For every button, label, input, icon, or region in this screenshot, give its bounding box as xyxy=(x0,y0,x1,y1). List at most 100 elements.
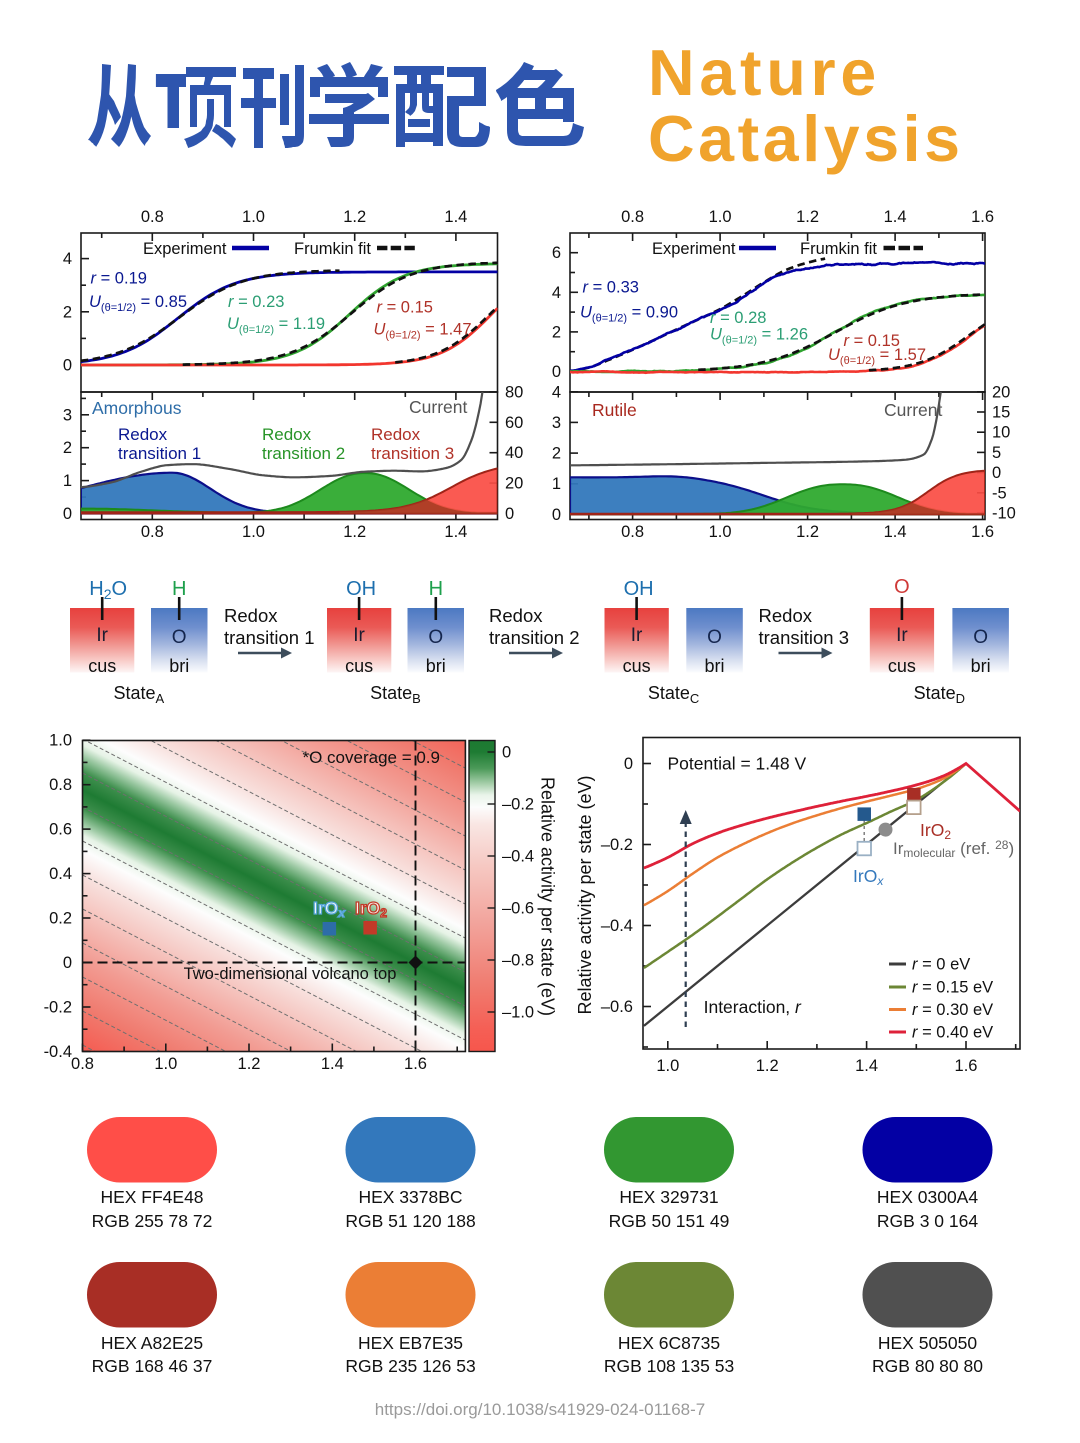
svg-text:r = 0.23: r = 0.23 xyxy=(228,293,284,311)
svg-text:cus: cus xyxy=(623,656,651,676)
svg-text:Ir: Ir xyxy=(896,625,908,646)
svg-text:–0.4: –0.4 xyxy=(502,848,534,866)
svg-text:Catalysis: Catalysis xyxy=(648,103,964,175)
svg-text:Redox: Redox xyxy=(489,605,543,626)
svg-text:1.4: 1.4 xyxy=(884,523,907,541)
svg-text:O: O xyxy=(428,627,443,648)
svg-text:r = 0.15 eV: r = 0.15 eV xyxy=(912,979,993,997)
svg-text:Experiment: Experiment xyxy=(143,240,227,258)
svg-text:transition 2: transition 2 xyxy=(262,444,345,463)
svg-text:1.4: 1.4 xyxy=(444,523,467,541)
svg-text:RGB 235 126 53: RGB 235 126 53 xyxy=(345,1356,475,1376)
svg-text:r = 0.28: r = 0.28 xyxy=(710,309,766,327)
svg-text:RGB 255 78 72: RGB 255 78 72 xyxy=(92,1211,213,1231)
svg-text:1.2: 1.2 xyxy=(796,208,819,226)
svg-text:O: O xyxy=(973,627,988,648)
svg-text:Relative activity per state (e: Relative activity per state (eV) xyxy=(538,777,558,1016)
svg-text:1.0: 1.0 xyxy=(242,208,265,226)
svg-text:Amorphous: Amorphous xyxy=(92,398,182,418)
svg-text:Redox: Redox xyxy=(262,425,312,444)
svg-text:transition 3: transition 3 xyxy=(371,444,454,463)
svg-text:*O coverage = 0.9: *O coverage = 0.9 xyxy=(302,748,440,767)
svg-text:bri: bri xyxy=(426,656,446,676)
svg-text:IrOx: IrOx xyxy=(853,866,884,888)
svg-text:HEX A82E25: HEX A82E25 xyxy=(101,1333,203,1353)
svg-text:https://doi.org/10.1038/s41929: https://doi.org/10.1038/s41929-024-01168… xyxy=(375,1400,706,1419)
svg-text:1: 1 xyxy=(552,475,561,493)
svg-text:r = 0.33: r = 0.33 xyxy=(583,279,639,297)
svg-text:0: 0 xyxy=(624,755,633,773)
svg-text:U(θ=1/2) = 1.26: U(θ=1/2) = 1.26 xyxy=(710,326,808,347)
svg-text:3: 3 xyxy=(552,414,561,432)
svg-text:0: 0 xyxy=(63,505,72,523)
svg-text:–0.8: –0.8 xyxy=(502,952,534,970)
svg-text:1.0: 1.0 xyxy=(656,1057,679,1075)
svg-text:cus: cus xyxy=(888,656,916,676)
svg-text:-0.4: -0.4 xyxy=(44,1043,72,1061)
svg-text:1.4: 1.4 xyxy=(855,1057,878,1075)
svg-text:StateA: StateA xyxy=(113,683,164,706)
svg-text:U(θ=1/2) = 1.47: U(θ=1/2) = 1.47 xyxy=(374,321,472,342)
svg-text:O: O xyxy=(707,627,722,648)
svg-text:0.8: 0.8 xyxy=(49,776,72,794)
svg-text:10: 10 xyxy=(992,424,1010,442)
svg-text:1: 1 xyxy=(63,472,72,490)
svg-text:StateD: StateD xyxy=(914,683,965,706)
svg-text:1.2: 1.2 xyxy=(756,1057,779,1075)
svg-text:-5: -5 xyxy=(992,484,1007,502)
svg-text:2: 2 xyxy=(552,445,561,463)
svg-text:1.6: 1.6 xyxy=(971,523,994,541)
svg-text:0.8: 0.8 xyxy=(621,208,644,226)
svg-text:0.8: 0.8 xyxy=(621,523,644,541)
svg-text:1.4: 1.4 xyxy=(444,208,467,226)
svg-text:Two-dimensional volcano top: Two-dimensional volcano top xyxy=(184,965,397,983)
svg-text:0.2: 0.2 xyxy=(49,910,72,928)
svg-text:0: 0 xyxy=(552,506,561,524)
svg-text:U(θ=1/2) = 0.85: U(θ=1/2) = 0.85 xyxy=(89,293,187,314)
svg-text:1.0: 1.0 xyxy=(49,732,72,750)
svg-text:-10: -10 xyxy=(992,505,1016,523)
svg-text:1.6: 1.6 xyxy=(955,1057,978,1075)
svg-text:0.6: 0.6 xyxy=(49,821,72,839)
svg-text:Ir: Ir xyxy=(96,625,108,646)
svg-text:transition 3: transition 3 xyxy=(759,627,850,648)
svg-text:r = 0.19: r = 0.19 xyxy=(91,270,147,288)
svg-text:0: 0 xyxy=(552,363,561,381)
svg-text:Redox: Redox xyxy=(118,425,168,444)
svg-text:O: O xyxy=(894,576,910,598)
svg-text:1.6: 1.6 xyxy=(404,1055,427,1073)
svg-text:OH: OH xyxy=(624,578,654,600)
svg-text:IrO2: IrO2 xyxy=(920,820,951,842)
svg-text:OH: OH xyxy=(346,578,376,600)
svg-text:1.4: 1.4 xyxy=(884,208,907,226)
svg-text:2: 2 xyxy=(63,303,72,321)
svg-text:transition 2: transition 2 xyxy=(489,627,580,648)
svg-text:1.0: 1.0 xyxy=(154,1055,177,1073)
svg-text:-0.2: -0.2 xyxy=(44,999,72,1017)
svg-text:Current: Current xyxy=(884,400,942,420)
svg-text:HEX 329731: HEX 329731 xyxy=(619,1187,718,1207)
svg-text:RGB 51 120 188: RGB 51 120 188 xyxy=(345,1211,475,1231)
svg-text:0.8: 0.8 xyxy=(141,523,164,541)
svg-text:Relative activity per state (e: Relative activity per state (eV) xyxy=(575,775,595,1014)
svg-text:2: 2 xyxy=(63,439,72,457)
svg-text:5: 5 xyxy=(992,444,1001,462)
svg-text:Ir: Ir xyxy=(353,625,365,646)
svg-text:U(θ=1/2) = 1.19: U(θ=1/2) = 1.19 xyxy=(227,315,325,336)
svg-text:RGB 168 46 37: RGB 168 46 37 xyxy=(92,1356,213,1376)
svg-text:1.2: 1.2 xyxy=(343,208,366,226)
svg-text:HEX 0300A4: HEX 0300A4 xyxy=(877,1187,978,1207)
svg-text:cus: cus xyxy=(345,656,373,676)
svg-text:StateB: StateB xyxy=(370,683,421,706)
svg-text:HEX FF4E48: HEX FF4E48 xyxy=(100,1187,203,1207)
svg-text:2: 2 xyxy=(552,323,561,341)
svg-text:bri: bri xyxy=(971,656,991,676)
svg-text:0: 0 xyxy=(63,954,72,972)
svg-text:Redox: Redox xyxy=(371,425,421,444)
svg-text:U(θ=1/2) = 1.57: U(θ=1/2) = 1.57 xyxy=(828,346,926,367)
svg-text:0.4: 0.4 xyxy=(49,865,72,883)
svg-text:1.6: 1.6 xyxy=(971,208,994,226)
svg-text:cus: cus xyxy=(88,656,116,676)
svg-text:0: 0 xyxy=(505,505,514,523)
svg-text:Ir: Ir xyxy=(631,625,643,646)
